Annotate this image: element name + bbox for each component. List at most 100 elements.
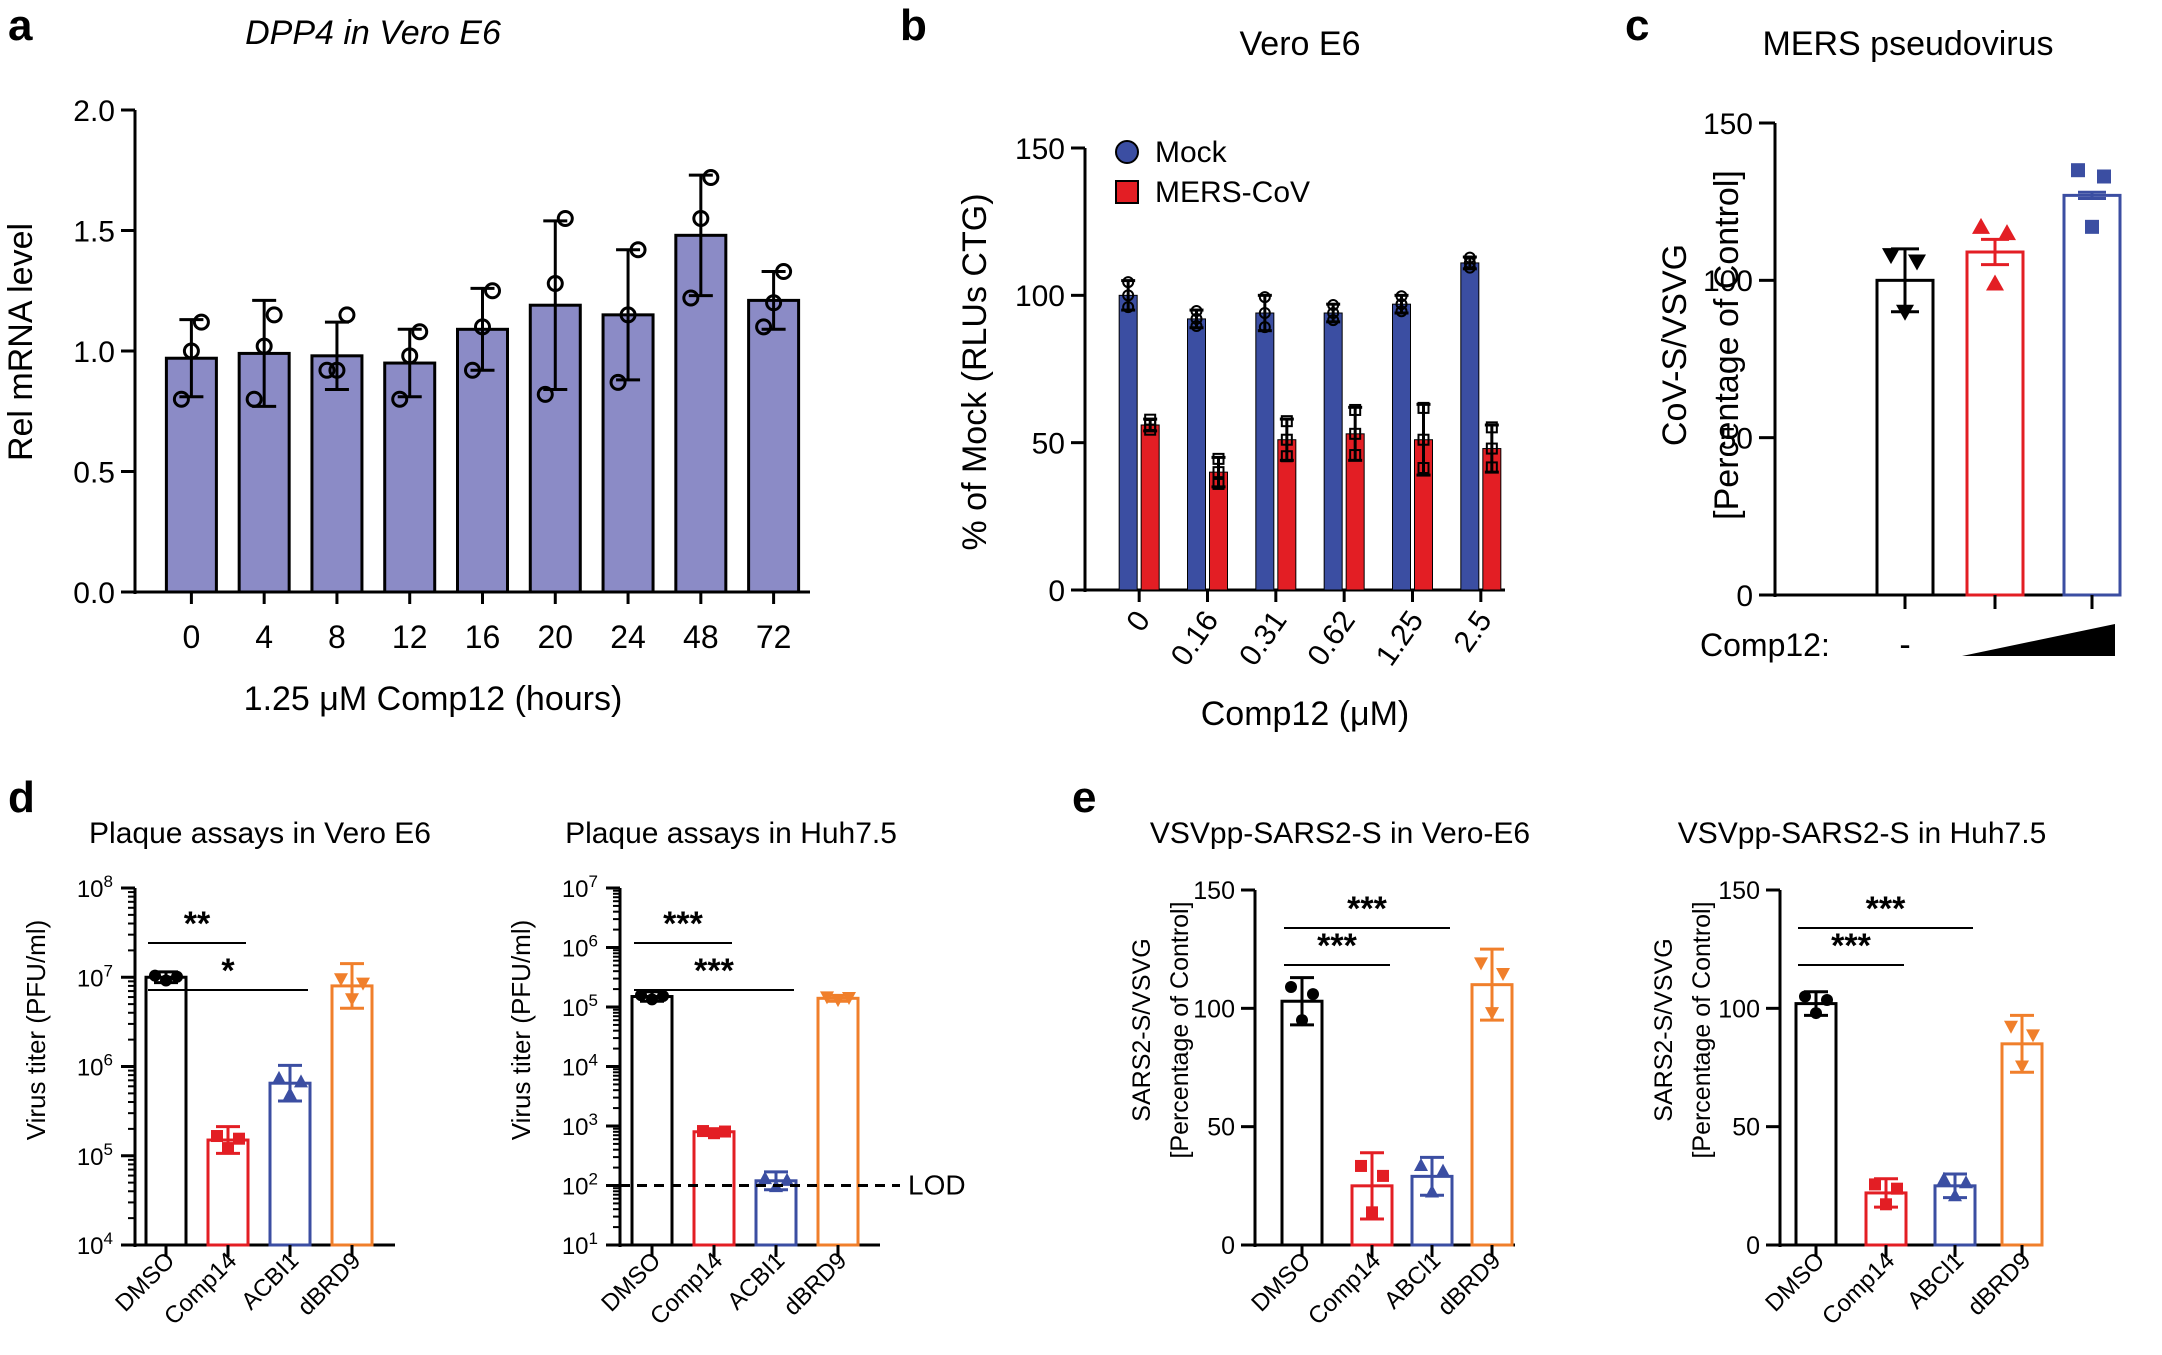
chart-e1-data-point	[1414, 1158, 1428, 1172]
chart-a-xtick-label: 8	[328, 619, 346, 655]
chart-c-ytick-label: 100	[1703, 265, 1753, 298]
chart-b-data-point	[1122, 301, 1135, 314]
chart-b-data-point	[1212, 452, 1225, 465]
chart-a-data-point	[391, 390, 409, 408]
chart-a-data-point	[702, 168, 720, 186]
chart-a-data-point	[629, 241, 647, 259]
chart-e2-bar	[2000, 1042, 2044, 1247]
chart-d1-ylabel: Virus titer (PFU/ml)	[21, 920, 51, 1141]
chart-e1-significance-label: ***	[1347, 890, 1387, 928]
panel-letter-e: e	[1072, 773, 1096, 822]
chart-e1-data-point	[1355, 1159, 1367, 1172]
chart-e2-significance-label: ***	[1866, 890, 1906, 928]
chart-b-data-point	[1258, 291, 1271, 304]
chart-a-data-point	[692, 209, 710, 227]
chart-e1-data-point	[1425, 1184, 1439, 1198]
chart-b-title: Vero E6	[1240, 25, 1361, 63]
chart-d1-xtick-label: ACBI1	[236, 1247, 304, 1315]
chart-a-data-point	[536, 385, 554, 403]
chart-e1-bar	[1470, 983, 1514, 1247]
chart-d1-bar	[268, 1081, 312, 1247]
chart-c-data-point	[2097, 169, 2111, 184]
chart-a-xtick-label: 0	[182, 619, 200, 655]
chart-e2-data-point	[2026, 1029, 2040, 1043]
chart-b-ytick-label: 100	[1015, 280, 1065, 313]
chart-c-data-point	[1882, 248, 1900, 265]
chart-b-ytick-label: 50	[1032, 427, 1065, 460]
chart-e2-xtick-label: dBRD9	[1962, 1247, 2036, 1321]
chart-a-xtick-label: 12	[392, 619, 428, 655]
chart-b-bar-mock	[1460, 262, 1480, 591]
chart-a-ytick-label: 2.0	[73, 95, 115, 128]
chart-b-data-point	[1349, 449, 1362, 462]
chart-a-data-point	[255, 337, 273, 355]
chart-e1-data-point	[1307, 988, 1319, 1001]
chart-e2-data-point	[1959, 1175, 1973, 1189]
chart-a-bar	[747, 298, 801, 594]
chart-c-row-label: Comp12:	[1700, 627, 1830, 663]
chart-a-xtick-label: 20	[537, 619, 573, 655]
chart-d2-data-point	[758, 1171, 772, 1185]
chart-b-data-point	[1417, 401, 1430, 414]
chart-e2-ytick-label: 100	[1718, 995, 1760, 1023]
chart-b-data-point	[1280, 415, 1293, 428]
chart-d1-data-point	[345, 993, 359, 1007]
chart-c-data-point	[1908, 254, 1926, 271]
chart-e1-data-point	[1485, 1007, 1499, 1021]
chart-b-xtick-label: 0	[1120, 605, 1157, 638]
chart-a-xtick-label: 4	[255, 619, 273, 655]
chart-b-data-point	[1485, 442, 1498, 455]
chart-d1-ytick-label: 106	[77, 1051, 113, 1082]
chart-d2-ytick-label: 102	[562, 1170, 598, 1201]
chart-e2-data-point	[1810, 1007, 1822, 1020]
chart-e2-xtick-label: ABCl1	[1902, 1247, 1969, 1314]
chart-e1-ylabel: SARS2-S/VSVG	[1128, 938, 1156, 1121]
chart-b-data-point	[1280, 450, 1293, 463]
chart-b-data-point	[1395, 298, 1408, 311]
chart-e1-data-point	[1436, 1163, 1450, 1177]
chart-a-data-point	[328, 361, 346, 379]
chart-a-data-point	[172, 390, 190, 408]
chart-d1-title: Plaque assays in Vero E6	[89, 817, 431, 850]
chart-e2-ylabel: SARS2-S/VSVG	[1650, 938, 1678, 1121]
chart-e1-data-point	[1366, 1206, 1378, 1219]
chart-a-ytick-label: 1.5	[73, 215, 115, 248]
chart-e1-xtick-label: DMSO	[1246, 1247, 1316, 1317]
chart-d2-data-point	[842, 992, 856, 1006]
chart-d2-data-point	[657, 990, 669, 1003]
chart-e1-data-point	[1474, 957, 1488, 971]
chart-b-data-point	[1258, 321, 1271, 334]
chart-a-xtick-label: 16	[465, 619, 501, 655]
chart-b-data-point	[1395, 305, 1408, 318]
chart-a-bar	[310, 354, 364, 594]
chart-b-data-point	[1327, 307, 1340, 320]
chart-d2-ytick-label: 106	[562, 932, 598, 963]
chart-a-ytick-label: 0.5	[73, 456, 115, 489]
chart-a-ytick-label: 0.0	[73, 577, 115, 610]
chart-c-data-point	[1998, 224, 2016, 241]
chart-b-data-point	[1463, 256, 1476, 269]
chart-b-data-point	[1258, 307, 1271, 320]
chart-d2-title: Plaque assays in Huh7.5	[565, 817, 897, 850]
chart-b-data-point	[1122, 289, 1135, 302]
chart-e1-bar	[1280, 999, 1324, 1247]
chart-e2-xtick-label: Comp14	[1817, 1247, 1900, 1330]
chart-a-data-point	[411, 323, 429, 341]
chart-a-data-point	[556, 209, 574, 227]
chart-a-data-point	[464, 361, 481, 379]
panel-letter-d: d	[8, 773, 35, 822]
chart-d1-data-point	[334, 973, 348, 987]
chart-d2-xtick-label: ACBI1	[722, 1247, 790, 1315]
chart-e2-data-point	[2015, 1060, 2029, 1074]
chart-a-data-point	[265, 306, 283, 324]
chart-a-data-point	[682, 289, 700, 307]
chart-d2-ytick-label: 101	[562, 1229, 598, 1260]
chart-d2-significance-label: ***	[663, 905, 703, 943]
chart-e2-data-point	[1880, 1198, 1892, 1211]
chart-b-legend-label: Mock	[1155, 136, 1228, 169]
chart-d2-data-point	[780, 1172, 794, 1186]
chart-a-ytick-label: 1.0	[73, 336, 115, 369]
chart-e1-significance-label: ***	[1317, 927, 1357, 965]
chart-d2-lod-label: LOD	[908, 1170, 966, 1201]
